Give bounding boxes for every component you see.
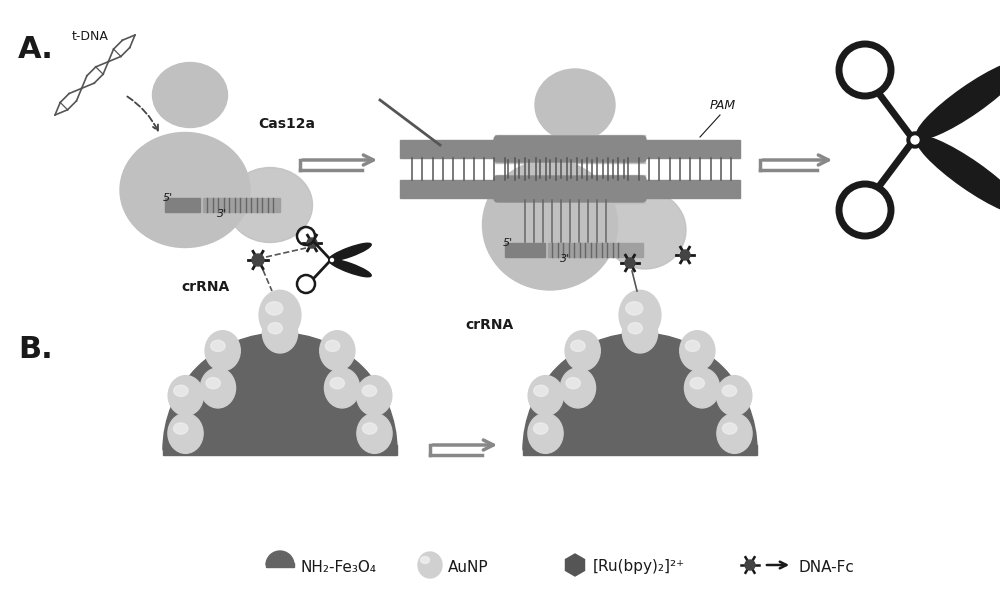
Circle shape (680, 250, 690, 260)
Ellipse shape (722, 423, 737, 434)
Bar (548, 243, 643, 257)
Text: 5': 5' (503, 238, 513, 248)
Bar (165, 198, 200, 212)
Ellipse shape (685, 340, 700, 352)
Bar (505, 243, 545, 257)
Ellipse shape (324, 368, 360, 408)
Text: [Ru(bpy)₂]²⁺: [Ru(bpy)₂]²⁺ (593, 559, 685, 574)
FancyBboxPatch shape (494, 136, 646, 162)
Text: 3': 3' (560, 254, 570, 264)
Wedge shape (163, 333, 397, 450)
Ellipse shape (357, 414, 392, 453)
Circle shape (307, 238, 317, 248)
Ellipse shape (482, 160, 618, 290)
Circle shape (907, 132, 923, 148)
Bar (523, 445, 757, 455)
Ellipse shape (717, 376, 752, 415)
Ellipse shape (152, 63, 228, 128)
Ellipse shape (266, 302, 283, 315)
Ellipse shape (174, 423, 188, 434)
Ellipse shape (205, 330, 240, 371)
Ellipse shape (604, 191, 686, 269)
Ellipse shape (325, 340, 340, 352)
Ellipse shape (174, 385, 188, 396)
Circle shape (625, 258, 635, 268)
Bar (163, 445, 397, 455)
Ellipse shape (120, 132, 250, 247)
Text: B.: B. (18, 335, 53, 364)
FancyBboxPatch shape (494, 176, 646, 202)
Bar (266, 563, 294, 567)
Text: 3': 3' (217, 209, 227, 219)
Ellipse shape (200, 368, 236, 408)
Wedge shape (266, 551, 294, 565)
Ellipse shape (560, 368, 596, 408)
Bar (400, 140, 740, 158)
Ellipse shape (566, 377, 580, 389)
Text: Cas12a: Cas12a (258, 117, 315, 131)
Text: AuNP: AuNP (448, 559, 489, 574)
Ellipse shape (626, 302, 643, 315)
Ellipse shape (690, 377, 704, 389)
Ellipse shape (168, 376, 203, 415)
Ellipse shape (535, 69, 615, 141)
Ellipse shape (362, 423, 377, 434)
Ellipse shape (228, 167, 312, 243)
Ellipse shape (717, 414, 752, 453)
Ellipse shape (168, 414, 203, 453)
Text: PAM: PAM (710, 99, 736, 112)
Ellipse shape (571, 340, 585, 352)
Text: crRNA: crRNA (181, 280, 229, 294)
Wedge shape (523, 333, 757, 450)
Ellipse shape (362, 385, 377, 396)
Ellipse shape (528, 376, 563, 415)
Ellipse shape (418, 552, 442, 578)
Ellipse shape (268, 323, 282, 334)
Ellipse shape (534, 423, 548, 434)
Ellipse shape (565, 330, 600, 371)
Ellipse shape (329, 243, 371, 261)
Bar (400, 180, 740, 198)
Ellipse shape (622, 313, 658, 353)
Ellipse shape (330, 377, 344, 389)
Ellipse shape (628, 323, 642, 334)
Bar (495, 175, 645, 203)
Ellipse shape (320, 330, 355, 371)
Circle shape (745, 560, 755, 570)
Ellipse shape (329, 259, 371, 277)
Ellipse shape (722, 385, 737, 396)
Text: 5': 5' (163, 193, 173, 203)
Ellipse shape (916, 61, 1000, 139)
Circle shape (911, 136, 919, 144)
Ellipse shape (534, 385, 548, 396)
Text: NH₂-Fe₃O₄: NH₂-Fe₃O₄ (300, 559, 376, 574)
Circle shape (329, 257, 335, 263)
Circle shape (252, 254, 264, 266)
Bar (495, 135, 645, 163)
Text: A.: A. (18, 35, 54, 64)
Text: crRNA: crRNA (466, 318, 514, 332)
Text: t-DNA: t-DNA (72, 30, 108, 43)
Bar (203, 198, 280, 212)
Polygon shape (565, 554, 585, 576)
Ellipse shape (684, 368, 720, 408)
Ellipse shape (528, 414, 563, 453)
Ellipse shape (211, 340, 225, 352)
Ellipse shape (420, 556, 430, 563)
Ellipse shape (206, 377, 220, 389)
Ellipse shape (262, 313, 298, 353)
Ellipse shape (619, 290, 661, 340)
Ellipse shape (357, 376, 392, 415)
Ellipse shape (916, 136, 1000, 214)
Circle shape (330, 258, 334, 261)
Ellipse shape (259, 290, 301, 340)
Ellipse shape (680, 330, 715, 371)
Text: DNA-Fc: DNA-Fc (798, 559, 854, 574)
